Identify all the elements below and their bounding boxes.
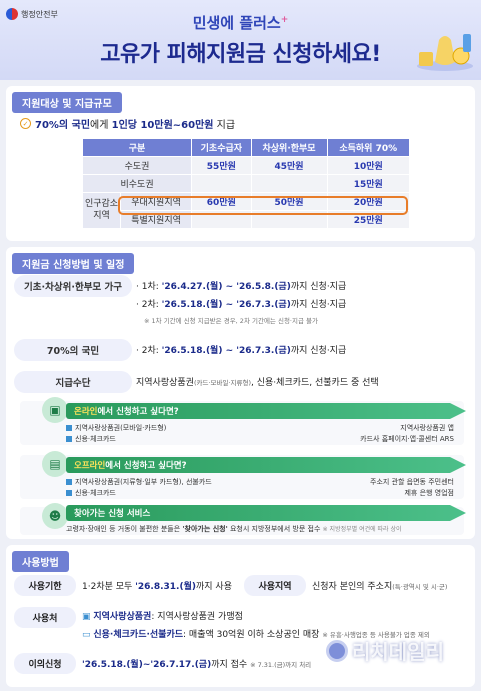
table-row: 특별지원지역 25만원	[83, 210, 410, 229]
section-usage: 사용방법 사용기한 1·2차분 모두 '26.8.31.(월)까지 사용 사용지…	[6, 545, 475, 687]
gov-logo-icon	[6, 8, 18, 20]
header-subtitle: 민생에 플러스+	[192, 14, 289, 32]
section-heading: 지원금 신청방법 및 일정	[12, 253, 135, 274]
watermark: 리치데일리	[326, 636, 444, 665]
online-title: 온라인에서 신청하고 싶다면?	[66, 403, 466, 419]
section-heading: 사용방법	[12, 551, 69, 572]
appeal-text: '26.5.18.(월)~'26.7.17.(금)까지 접수 ※ 7.31.(금…	[82, 660, 312, 670]
visit-desc: 고령자·장애인 등 거동이 불편한 분들은 '찾아가는 신청' 요청시 지방정부…	[66, 525, 402, 533]
poster-header: 행정안전부 민생에 플러스+ 고유가 피해지원금 신청하세요!	[0, 0, 481, 80]
target-summary: ✓ 70%의 국민에게 1인당 10만원~60만원 지급	[20, 116, 235, 131]
region-text: 신청자 본인의 주소지(특·광역시 및 시·군)	[312, 582, 448, 592]
store-icon: ▣	[82, 612, 94, 622]
plus-mark: +	[280, 15, 289, 25]
highlight-frame	[118, 196, 408, 215]
list-item: 지역사랑상품권(지류형·일부 카드형), 선불카드 주소지 관할 읍면동 주민센터	[66, 477, 454, 487]
person-icon: ☻	[42, 503, 68, 529]
section-eligibility: 지원대상 및 지급규모 ✓ 70%의 국민에게 1인당 10만원~60만원 지급…	[6, 86, 475, 241]
place-label: 사용처	[14, 607, 76, 628]
payment-means-text: 지역사랑상품권(카드·모바일·지류형), 신용·체크카드, 선불카드 중 선택	[136, 378, 379, 388]
round1-schedule: · 1차: '26.4.27.(월) ~ '26.5.8.(금)까지 신청·지급	[136, 282, 347, 292]
place-row-1: ▣ 지역사랑상품권: 지역사랑상품권 가맹점	[82, 612, 243, 622]
building-icon: ▤	[42, 451, 68, 477]
round-note: ※ 1차 기간에 신청 지급받은 경우, 2차 기간에는 신청·지급 불가	[144, 317, 318, 325]
gov-brand: 행정안전부	[6, 8, 58, 20]
table-row: 비수도권 15만원	[81, 174, 410, 193]
region-label: 사용지역	[244, 575, 306, 596]
payment-means-label: 지급수단	[14, 371, 132, 393]
visit-service-card: ☻ 찾아가는 신청 서비스 고령자·장애인 등 거동이 불편한 분들은 '찾아가…	[20, 503, 466, 535]
page-title: 고유가 피해지원금 신청하세요!	[100, 42, 381, 67]
group-label: 인구감소 지역	[82, 192, 121, 229]
table-row: 수도권 55만원 45만원 10만원	[81, 156, 410, 175]
basic-household-label: 기초·차상위·한부모 가구	[14, 275, 132, 297]
laptop-icon: ▣	[42, 397, 68, 423]
period-label: 사용기한	[14, 575, 76, 596]
list-item: 지역사랑상품권(모바일·카드형) 지역사랑상품권 앱	[66, 423, 454, 433]
place-row-2: ▭ 신용·체크카드·선불카드: 매출액 30억원 이하 소상공인 매장 ※ 유흥…	[82, 630, 430, 640]
period-text: 1·2차분 모두 '26.8.31.(월)까지 사용	[82, 582, 232, 592]
check-icon: ✓	[20, 118, 31, 129]
general-schedule: · 2차: '26.5.18.(월) ~ '26.7.3.(금)까지 신청·지급	[136, 346, 347, 356]
list-item: 신용·체크카드 카드사 홈페이지·앱·콜센터 ARS	[66, 434, 454, 444]
watermark-logo-icon	[326, 639, 348, 662]
appeal-label: 이의신청	[14, 653, 76, 674]
section-heading: 지원대상 및 지급규모	[12, 92, 122, 113]
card-icon: ▭	[82, 630, 94, 640]
amount-table: 구분 기초수급자 차상위·한부모 소득하위 70% 수도권 55만원 45만원 …	[81, 138, 410, 229]
round2-schedule: · 2차: '26.5.18.(월) ~ '26.7.3.(금)까지 신청·지급	[136, 300, 347, 310]
offline-title: 오프라인에서 신청하고 싶다면?	[66, 457, 466, 473]
online-card: ▣ 온라인에서 신청하고 싶다면? 지역사랑상품권(모바일·카드형) 지역사랑상품…	[20, 397, 466, 445]
section-application: 지원금 신청방법 및 일정 기초·차상위·한부모 가구 · 1차: '26.4.…	[6, 247, 475, 539]
money-bag-illustration-icon	[417, 34, 473, 71]
general-label: 70%의 국민	[14, 339, 132, 361]
offline-card: ▤ 오프라인에서 신청하고 싶다면? 지역사랑상품권(지류형·일부 카드형), …	[20, 451, 466, 499]
table-header-row: 구분 기초수급자 차상위·한부모 소득하위 70%	[81, 138, 410, 157]
visit-title: 찾아가는 신청 서비스	[66, 505, 466, 521]
gov-name: 행정안전부	[21, 9, 58, 19]
list-item: 신용·체크카드 제휴 은행 영업점	[66, 488, 454, 498]
